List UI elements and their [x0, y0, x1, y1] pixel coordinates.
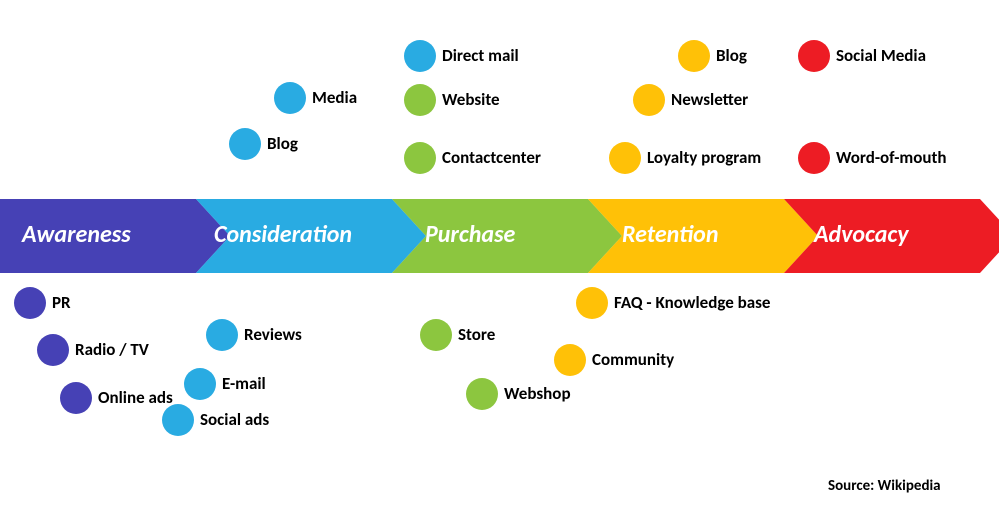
touchpoint-dot — [184, 368, 216, 400]
touchpoint-label: E-mail — [222, 373, 266, 394]
touchpoint-dot — [229, 128, 261, 160]
touchpoint-dot — [554, 344, 586, 376]
touchpoint-dot — [576, 287, 608, 319]
touchpoint-label: Website — [442, 89, 500, 110]
touchpoint-dot — [404, 142, 436, 174]
touchpoint-label: Word-of-mouth — [836, 147, 947, 168]
touchpoint-dot — [60, 382, 92, 414]
touchpoint-dot — [37, 334, 69, 366]
touchpoint-label: Contactcenter — [442, 147, 541, 168]
touchpoint-dot — [798, 40, 830, 72]
touchpoint-label: FAQ - Knowledge base — [614, 292, 770, 313]
touchpoint-label: Reviews — [244, 324, 302, 345]
touchpoint-label: Store — [458, 324, 495, 345]
touchpoint-dot — [404, 40, 436, 72]
touchpoint-dot — [609, 142, 641, 174]
touchpoint-label: Blog — [267, 133, 298, 154]
touchpoint-label: PR — [52, 292, 71, 313]
touchpoint-label: Community — [592, 349, 674, 370]
touchpoint-label: Loyalty program — [647, 147, 761, 168]
stage-label-purchase: Purchase — [425, 220, 515, 249]
touchpoint-label: Social Media — [836, 45, 926, 66]
stage-label-consideration: Consideration — [214, 220, 352, 249]
touchpoint-dot — [420, 319, 452, 351]
touchpoint-dot — [633, 84, 665, 116]
touchpoint-dot — [162, 404, 194, 436]
touchpoint-label: Webshop — [504, 383, 571, 404]
touchpoint-label: Media — [312, 87, 357, 108]
stage-label-advocacy: Advocacy — [814, 220, 909, 249]
touchpoint-label: Social ads — [200, 409, 269, 430]
touchpoint-label: Direct mail — [442, 45, 519, 66]
touchpoint-dot — [678, 40, 710, 72]
touchpoint-label: Blog — [716, 45, 747, 66]
touchpoint-dot — [274, 82, 306, 114]
touchpoint-label: Online ads — [98, 387, 173, 408]
source-text: Source: Wikipedia — [828, 477, 941, 495]
touchpoint-dot — [206, 319, 238, 351]
stages-arrow-strip — [0, 0, 999, 517]
touchpoint-dot — [14, 287, 46, 319]
stage-label-awareness: Awareness — [22, 220, 131, 249]
source-attribution: Source: Wikipedia — [828, 477, 941, 495]
touchpoint-dot — [798, 142, 830, 174]
touchpoint-label: Newsletter — [671, 89, 748, 110]
stage-label-retention: Retention — [622, 220, 718, 249]
touchpoint-dot — [466, 378, 498, 410]
touchpoint-dot — [404, 84, 436, 116]
touchpoint-label: Radio / TV — [75, 339, 149, 360]
